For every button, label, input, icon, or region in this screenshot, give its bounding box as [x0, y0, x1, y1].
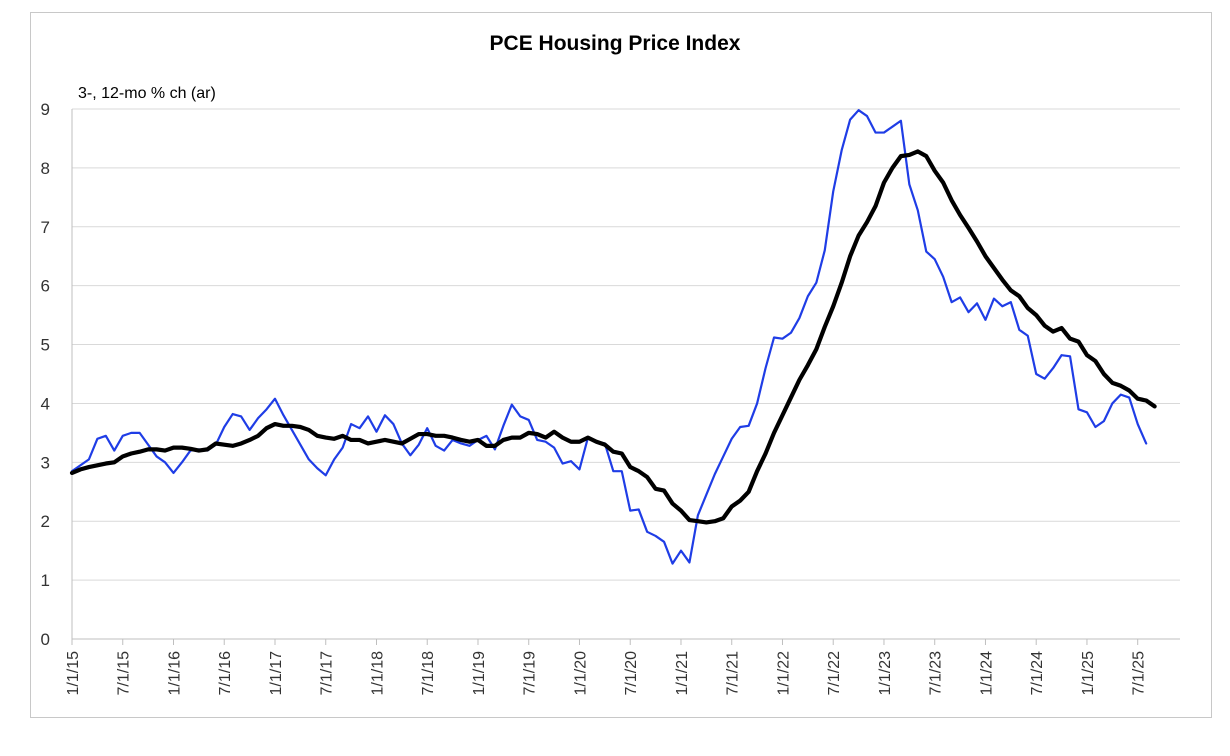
x-tick-label: 7/1/25 — [1131, 651, 1148, 696]
x-tick-label: 1/1/18 — [369, 651, 386, 696]
y-tick-label: 0 — [41, 630, 50, 649]
x-tick-label: 1/1/22 — [775, 651, 792, 696]
series-line-2 — [69, 149, 1157, 525]
x-tick-label: 7/1/17 — [319, 651, 336, 696]
y-tick-label: 9 — [41, 100, 50, 119]
series-lines — [69, 109, 1157, 565]
y-tick-label: 2 — [41, 512, 50, 531]
gridlines — [71, 108, 1180, 640]
y-tick-label: 3 — [41, 453, 50, 472]
x-tick-label: 1/1/17 — [268, 651, 285, 696]
x-tick-label: 7/1/22 — [826, 651, 843, 696]
x-tick-label: 7/1/21 — [725, 651, 742, 696]
x-tick-label: 7/1/24 — [1029, 651, 1046, 696]
x-tick-label: 7/1/18 — [420, 651, 437, 696]
x-axis-ticks: 1/1/15 7/1/15 1/1/16 7/1/16 1/1/17 7/1/17 1/1/… — [65, 639, 1148, 695]
x-tick-label: 1/1/21 — [674, 651, 691, 696]
x-tick-label: 7/1/19 — [522, 651, 539, 696]
y-tick-label: 6 — [41, 277, 50, 296]
x-tick-label: 1/1/20 — [572, 651, 589, 696]
chart-title: PCE Housing Price Index — [490, 32, 741, 55]
x-tick-label: 7/1/20 — [623, 651, 640, 696]
y-tick-label: 8 — [41, 159, 50, 178]
x-tick-label: 7/1/15 — [116, 651, 133, 696]
x-tick-label: 1/1/23 — [877, 651, 894, 696]
x-tick-label: 1/1/24 — [978, 651, 995, 696]
series-line-1 — [70, 109, 1148, 565]
y-axis-ticks: 0 1 2 3 4 5 6 7 8 9 — [41, 100, 50, 649]
chart-frame — [30, 12, 1212, 718]
x-tick-label: 7/1/16 — [217, 651, 234, 696]
y-tick-label: 4 — [41, 394, 50, 413]
x-tick-label: 1/1/19 — [471, 651, 488, 696]
y-axis-unit-label: 3-, 12-mo % ch (ar) — [78, 85, 216, 102]
x-tick-label: 1/1/15 — [65, 651, 82, 696]
x-tick-label: 1/1/25 — [1080, 651, 1097, 696]
y-tick-label: 7 — [41, 218, 50, 237]
y-tick-label: 5 — [41, 336, 50, 355]
x-tick-label: 1/1/16 — [166, 651, 183, 696]
y-tick-label: 1 — [41, 571, 50, 590]
x-tick-label: 7/1/23 — [928, 651, 945, 696]
